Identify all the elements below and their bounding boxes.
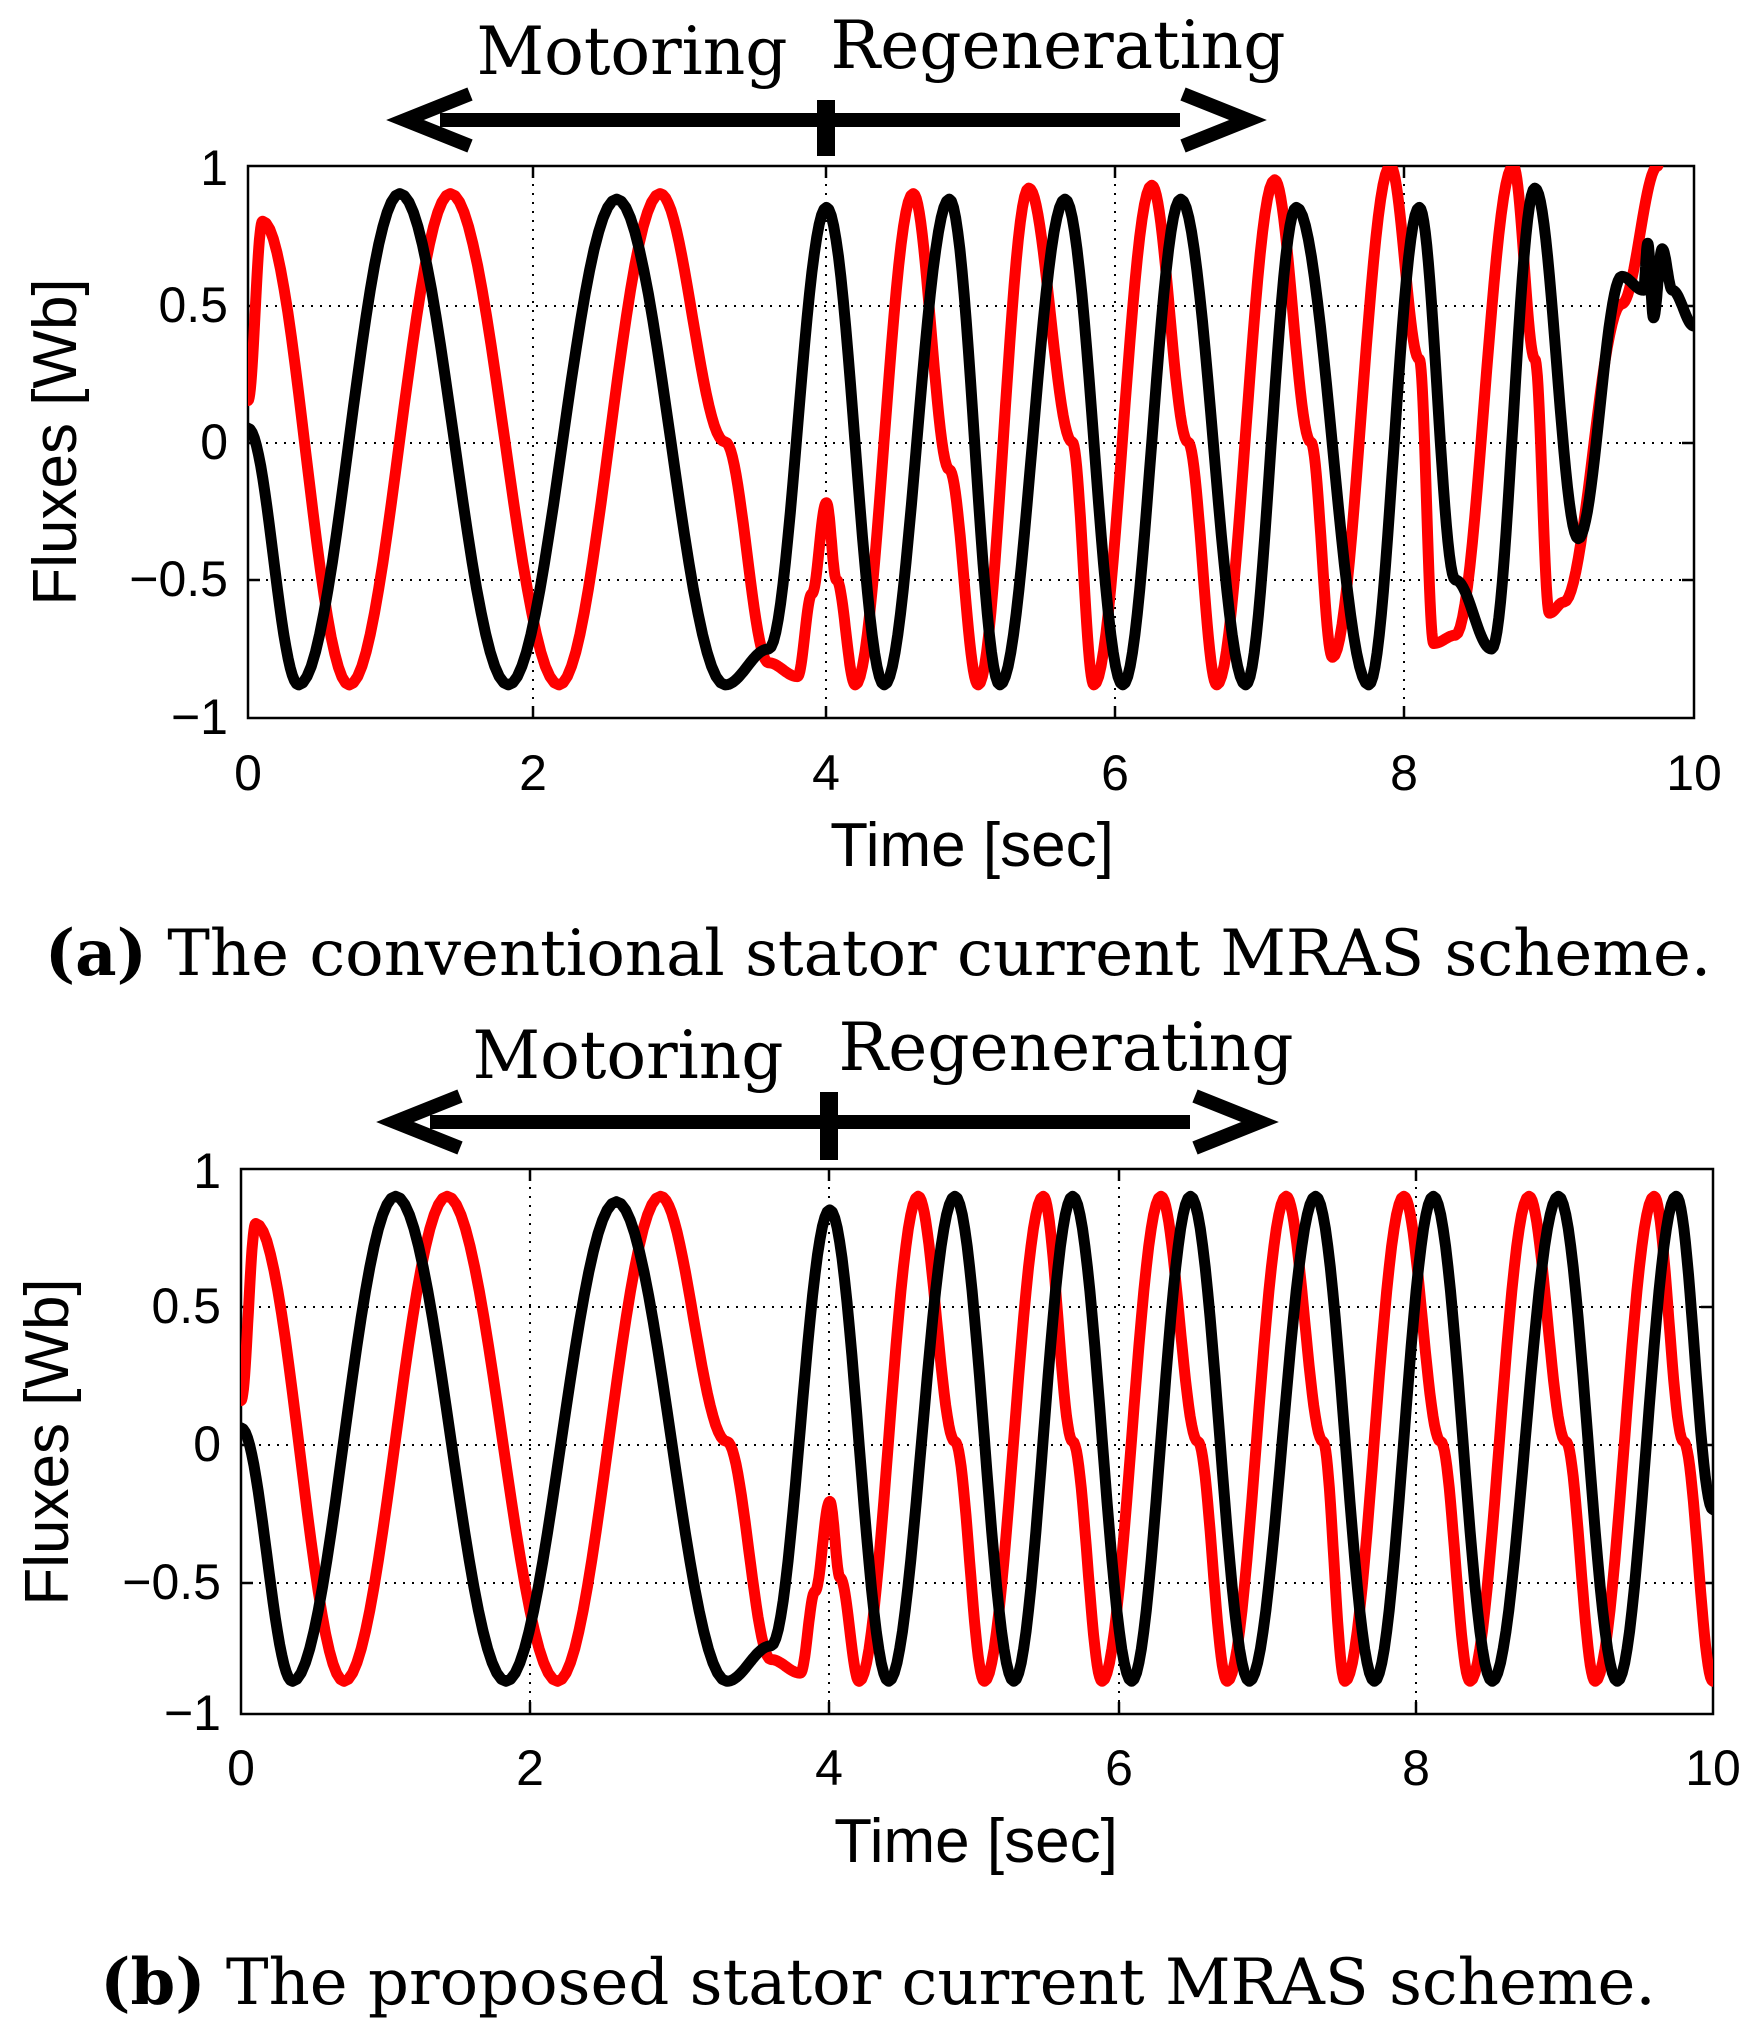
panel-b: 1 0.5 0 −0.5 −1 0 2 4 6 8 10 Time [sec] …: [13, 1009, 1741, 2020]
x-tick-label: 10: [1666, 745, 1722, 801]
phase-arrow: [386, 87, 1267, 156]
panel-a: 1 0.5 0 −0.5 −1 0 2 4 6 8 10 Time [sec] …: [21, 7, 1722, 991]
y-tick-label: 0: [193, 1416, 221, 1472]
regenerating-label: Regenerating: [839, 1009, 1294, 1086]
y-tick-label: 1: [193, 1143, 221, 1199]
motoring-label: Motoring: [473, 1017, 784, 1094]
y-axis-title: Fluxes [Wb]: [21, 278, 90, 605]
caption-b-prefix: (b): [100, 1945, 205, 2020]
x-tick-label: 8: [1390, 745, 1418, 801]
y-axis-title: Fluxes [Wb]: [13, 1278, 82, 1605]
motoring-label: Motoring: [477, 13, 788, 90]
x-tick-label: 10: [1685, 1740, 1741, 1796]
y-tick-label: −1: [171, 689, 228, 745]
series-line-flux-black: [241, 1190, 1713, 1687]
y-tick-label: −0.5: [122, 1554, 221, 1610]
caption-a-text: The conventional stator current MRAS sch…: [147, 917, 1711, 991]
series-line-flux-black: [248, 182, 1694, 691]
x-tick-label: 4: [815, 1740, 843, 1796]
x-tick-label: 2: [519, 745, 547, 801]
caption-a-prefix: (a): [45, 916, 147, 991]
y-tick-label: 0: [200, 414, 228, 470]
x-tick-label: 2: [516, 1740, 544, 1796]
y-tick-label: 0.5: [158, 277, 228, 333]
y-tick-label: 1: [200, 140, 228, 196]
x-tick-label: 0: [234, 745, 262, 801]
x-tick-label: 8: [1402, 1740, 1430, 1796]
y-tick-label: −1: [164, 1685, 221, 1741]
x-tick-label: 6: [1101, 745, 1129, 801]
y-tick-label: −0.5: [129, 551, 228, 607]
caption-a: (a) The conventional stator current MRAS…: [45, 916, 1711, 991]
x-tick-label: 0: [227, 1740, 255, 1796]
x-axis-title: Time [sec]: [834, 1807, 1118, 1876]
caption-b: (b) The proposed stator current MRAS sch…: [100, 1945, 1656, 2020]
regenerating-label: Regenerating: [831, 7, 1286, 84]
phase-arrow: [376, 1089, 1279, 1160]
panel-b-plot-frame: [239, 1167, 1715, 1716]
series-line-flux-red: [248, 166, 1664, 691]
y-tick-label: 0.5: [151, 1278, 221, 1334]
x-tick-label: 6: [1105, 1740, 1133, 1796]
x-axis-title: Time [sec]: [830, 811, 1114, 880]
x-tick-label: 4: [812, 745, 840, 801]
series-line-flux-red: [241, 1190, 1713, 1687]
caption-b-text: The proposed stator current MRAS scheme.: [206, 1946, 1656, 2020]
